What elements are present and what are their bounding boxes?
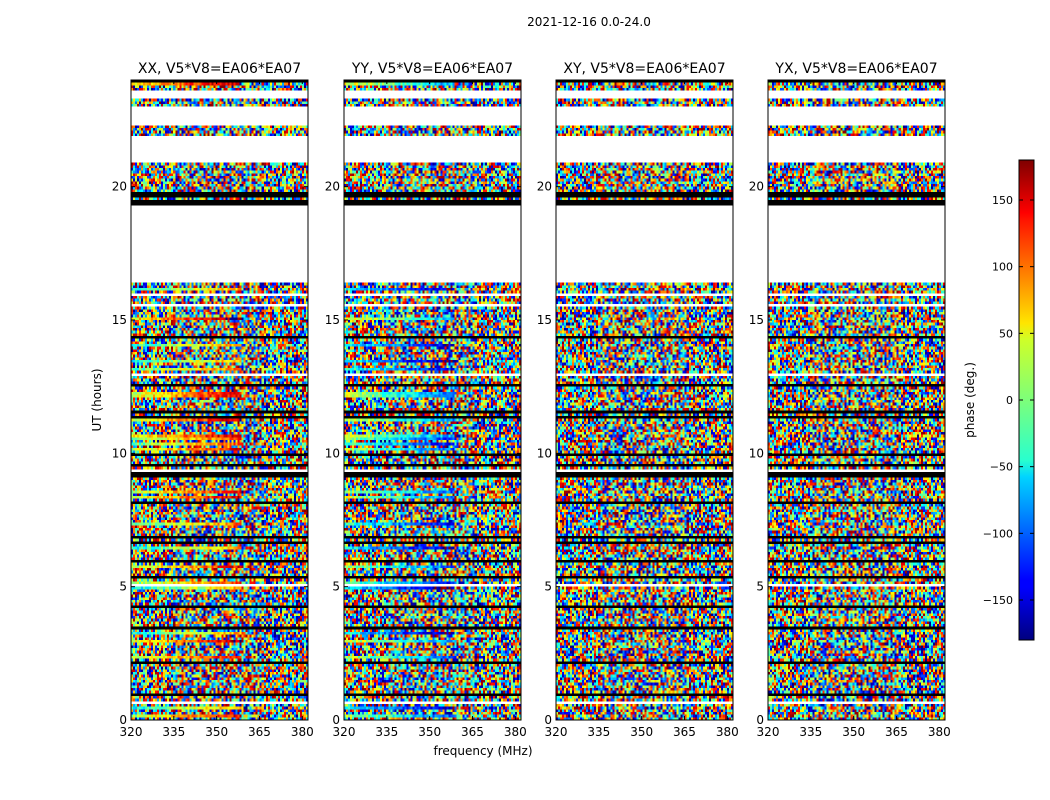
x-tick-label: 365	[461, 725, 484, 739]
phase-heatmap-3	[556, 80, 733, 720]
panel-1: XX, V5*V8=EA06*EA07 0 5 10 15 20 320 335 350 365 3…	[112, 61, 314, 739]
x-tick-label: 335	[375, 725, 398, 739]
x-tick-label: 320	[757, 725, 780, 739]
panel-3: XY, V5*V8=EA06*EA07 0 5 10 15 20 320 335 350 365 3…	[537, 61, 739, 739]
colorbar-tick-label: 50	[999, 327, 1013, 340]
panel-frame	[555, 79, 734, 721]
panel-2: YY, V5*V8=EA06*EA07 0 5 10 15 20 320 335 350 365 3…	[325, 61, 527, 739]
y-tick-label: 5	[332, 580, 340, 594]
x-tick-label: 350	[205, 725, 228, 739]
panel-frame	[767, 79, 946, 721]
y-axis-label: UT (hours)	[90, 368, 104, 431]
panel-frame	[130, 79, 309, 721]
y-tick-label: 20	[537, 180, 552, 194]
panel-title: YX, V5*V8=EA06*EA07	[774, 61, 937, 77]
y-tick-label: 20	[749, 180, 764, 194]
y-tick-label: 20	[112, 180, 127, 194]
y-tick-label: 10	[749, 446, 764, 460]
colorbar-tick-label: 0	[1006, 394, 1013, 407]
x-tick-label: 335	[799, 725, 822, 739]
panel-title: XX, V5*V8=EA06*EA07	[138, 61, 301, 77]
y-tick-label: 15	[325, 313, 340, 327]
colorbar-tick-label: 100	[992, 261, 1013, 274]
x-tick-label: 365	[248, 725, 271, 739]
x-tick-label: 320	[545, 725, 568, 739]
y-tick-label: 5	[544, 580, 552, 594]
x-tick-label: 365	[885, 725, 908, 739]
y-tick-label: 5	[119, 580, 127, 594]
x-tick-label: 380	[291, 725, 314, 739]
x-tick-label: 350	[630, 725, 653, 739]
y-tick-label: 0	[332, 713, 340, 727]
y-tick-label: 15	[112, 313, 127, 327]
x-tick-label: 350	[418, 725, 441, 739]
x-tick-label: 335	[587, 725, 610, 739]
panel-title: YY, V5*V8=EA06*EA07	[351, 61, 513, 77]
x-tick-label: 380	[716, 725, 739, 739]
panel-frame	[343, 79, 522, 721]
colorbar-label: phase (deg.)	[963, 362, 977, 438]
y-tick-label: 20	[325, 180, 340, 194]
y-tick-label: 10	[112, 446, 127, 460]
phase-heatmap-2	[344, 80, 521, 720]
colorbar: −150 −100 −50 0 50 100 150	[983, 159, 1035, 641]
y-tick-label: 10	[537, 446, 552, 460]
y-tick-label: 5	[756, 580, 764, 594]
y-tick-label: 15	[749, 313, 764, 327]
x-tick-label: 380	[504, 725, 527, 739]
x-tick-label: 320	[120, 725, 143, 739]
panel-4: YX, V5*V8=EA06*EA07 0 5 10 15 20 320 335 350 365 3…	[749, 61, 951, 739]
colorbar-tick-label: −100	[983, 527, 1013, 540]
y-tick-label: 0	[544, 713, 552, 727]
x-tick-label: 350	[842, 725, 865, 739]
figure-suptitle: 2021-12-16 0.0-24.0	[527, 15, 651, 29]
x-tick-label: 380	[928, 725, 951, 739]
y-tick-label: 0	[756, 713, 764, 727]
phase-heatmap-4	[768, 80, 945, 720]
panel-title: XY, V5*V8=EA06*EA07	[563, 61, 725, 77]
x-axis-label: frequency (MHz)	[433, 744, 532, 758]
colorbar-tick-label: −50	[990, 461, 1013, 474]
x-tick-label: 335	[162, 725, 185, 739]
y-tick-label: 0	[119, 713, 127, 727]
colorbar-tick-label: 150	[992, 194, 1013, 207]
y-tick-label: 15	[537, 313, 552, 327]
x-tick-label: 320	[333, 725, 356, 739]
phase-heatmap-1	[131, 80, 308, 720]
panels-group: XX, V5*V8=EA06*EA07 0 5 10 15 20 320 335 350 365 3…	[112, 61, 951, 739]
x-tick-label: 365	[673, 725, 696, 739]
y-tick-label: 10	[325, 446, 340, 460]
colorbar-tick-label: −150	[983, 594, 1013, 607]
